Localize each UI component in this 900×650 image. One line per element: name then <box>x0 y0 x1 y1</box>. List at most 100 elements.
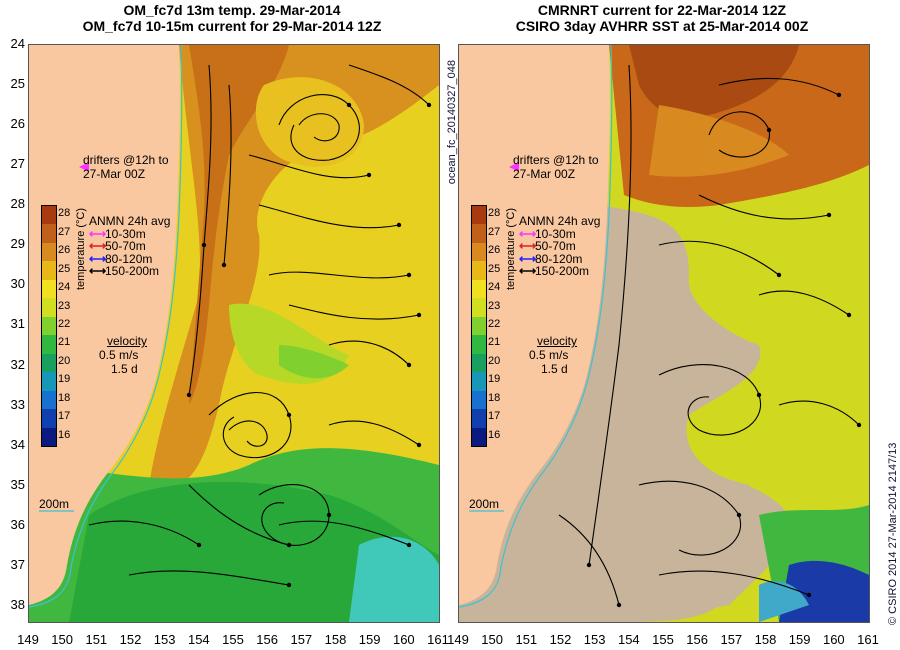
colorbar-segment <box>472 409 486 429</box>
colorbar-segment <box>472 335 486 355</box>
x-tick-label: 159 <box>358 632 381 647</box>
colorbar-segment <box>472 372 486 392</box>
left-title-line2: OM_fc7d 10-15m current for 29-Mar-2014 1… <box>82 18 382 34</box>
x-tick-label: 158 <box>754 632 777 647</box>
x-tick-label: 160 <box>392 632 415 647</box>
y-tick-label: 34 <box>10 436 25 452</box>
left-colorbar <box>41 205 57 447</box>
left-anmn-legend: ANMN 24h avg ⟷10-30m ⟷50-70m ⟷80-120m ⟷150-… <box>89 215 170 278</box>
colorbar-segment <box>42 206 56 225</box>
right-coast-200m <box>459 45 613 608</box>
x-tick-label: 161 <box>857 632 879 647</box>
right-streamlines <box>558 64 860 606</box>
x-tick-label: 159 <box>788 632 811 647</box>
legend-item-label: 150-200m <box>105 264 160 278</box>
x-tick-label: 156 <box>256 632 279 647</box>
colorbar-tick-label: 23 <box>58 299 71 312</box>
legend-arrow-icon: ⟷ <box>89 226 107 241</box>
colorbar-tick-label: 28 <box>488 207 501 220</box>
x-tick-label: 155 <box>222 632 244 647</box>
legend-item: ⟷50-70m <box>89 240 170 253</box>
legend-arrow-icon: ⟷ <box>519 239 537 253</box>
colorbar-tick-label: 23 <box>488 299 501 312</box>
colorbar-segment <box>42 390 56 410</box>
legend-item: ⟷80-120m <box>89 252 170 266</box>
colorbar-tick-label: 25 <box>488 262 501 275</box>
y-tick-label: 28 <box>10 196 25 212</box>
left-velocity-time: 1.5 d <box>111 362 138 376</box>
legend-item: ⟷80-120m <box>519 251 600 266</box>
left-drifters-line1: drifters @12h to <box>83 153 169 167</box>
left-velocity-title: velocity <box>107 334 148 348</box>
run-id-label: ocean_fc_20140327_048 <box>446 60 458 185</box>
colorbar-segment <box>472 353 486 373</box>
colorbar-segment <box>472 261 486 281</box>
x-tick-label: 151 <box>515 632 538 647</box>
left-title-line1: OM_fc7d 13m temp. 29-Mar-2014 <box>123 2 341 18</box>
left-warm-core <box>189 45 289 405</box>
x-tick-label: 154 <box>187 632 210 647</box>
x-tick-label: 161 <box>427 632 449 647</box>
left-green-dark <box>69 481 439 622</box>
colorbar-segment <box>42 242 56 262</box>
colorbar-tick-label: 22 <box>58 318 71 330</box>
legend-item-label: 10-30m <box>105 226 146 241</box>
legend-item-label: 150-200m <box>535 264 590 278</box>
colorbar-tick-label: 19 <box>488 373 501 386</box>
colorbar-segment <box>42 298 56 318</box>
y-tick-label: 29 <box>10 236 25 252</box>
colorbar-segment <box>42 224 56 244</box>
right-contour-label: 200m <box>469 497 500 511</box>
colorbar-tick-label: 20 <box>58 354 71 367</box>
colorbar-segment <box>472 316 486 336</box>
colorbar-tick-label: 19 <box>58 373 71 386</box>
left-drifters-line2: 27-Mar 00Z <box>83 167 146 181</box>
right-map-title: CMRNRT current for 22-Mar-2014 12Z CSIRO… <box>442 2 882 34</box>
right-anmn-legend: ANMN 24h avg ⟷10-30m ⟷50-70m ⟷80-120m ⟷150-… <box>519 215 600 278</box>
y-tick-label: 27 <box>10 156 25 172</box>
legend-item: ⟷150-200m <box>89 265 170 278</box>
left-legend-title: ANMN 24h avg <box>89 214 171 228</box>
right-legend-title: ANMN 24h avg <box>519 214 601 228</box>
colorbar-tick-label: 20 <box>488 354 501 367</box>
legend-arrow-icon: ⟷ <box>89 264 107 278</box>
x-tick-label: 156 <box>686 632 709 647</box>
x-tick-label: 151 <box>85 632 108 647</box>
legend-item: ⟷50-70m <box>519 240 600 253</box>
left-map-canvas <box>29 45 439 622</box>
colorbar-tick-label: 27 <box>488 225 501 238</box>
y-tick-label: 31 <box>10 316 25 332</box>
right-land <box>459 45 610 605</box>
colorbar-tick-label: 17 <box>488 410 501 423</box>
left-map-panel: drifters @12h to 27-Mar 00Z temperature … <box>28 44 440 623</box>
right-warm-dark <box>629 45 799 118</box>
right-drifters-label: drifters @12h to 27-Mar 00Z <box>513 153 599 181</box>
left-velocity-legend: velocity 0.5 m/s 1.5 d <box>99 334 148 376</box>
colorbar-segment <box>42 335 56 355</box>
left-y-axis: 24 25 26 27 28 29 30 31 32 33 34 35 36 37 38 <box>0 36 27 621</box>
colorbar-tick-label: 21 <box>488 336 501 349</box>
right-drifters-line1: drifters @12h to <box>513 153 599 167</box>
x-tick-label: 155 <box>652 632 674 647</box>
left-drifter-arrow <box>79 162 89 172</box>
colorbar-segment <box>42 409 56 429</box>
legend-item-label: 80-120m <box>535 251 583 266</box>
right-stream-dots <box>586 92 862 608</box>
y-tick-label: 35 <box>10 476 25 492</box>
right-x-axis: 149 150 151 152 153 154 155 156 157 158 159 160 161 <box>447 632 879 650</box>
y-tick-label: 37 <box>10 556 25 572</box>
colorbar-segment <box>42 279 56 299</box>
left-x-axis: 149 150 151 152 153 154 155 156 157 158 159 160 161 <box>17 632 449 650</box>
right-orange-mid <box>649 105 789 177</box>
legend-item-label: 50-70m <box>105 239 146 253</box>
y-tick-label: 25 <box>10 76 25 92</box>
colorbar-segment <box>472 224 486 244</box>
y-tick-label: 26 <box>10 116 25 132</box>
left-map-title: OM_fc7d 13m temp. 29-Mar-2014 OM_fc7d 10… <box>12 2 452 34</box>
x-tick-label: 150 <box>51 632 74 647</box>
right-title-line2: CSIRO 3day AVHRR SST at 25-Mar-2014 00Z <box>515 18 809 34</box>
x-tick-label: 152 <box>549 632 572 647</box>
right-cloud-south <box>599 471 791 622</box>
x-tick-label: 158 <box>324 632 347 647</box>
left-drifters-label: drifters @12h to 27-Mar 00Z <box>83 153 169 181</box>
